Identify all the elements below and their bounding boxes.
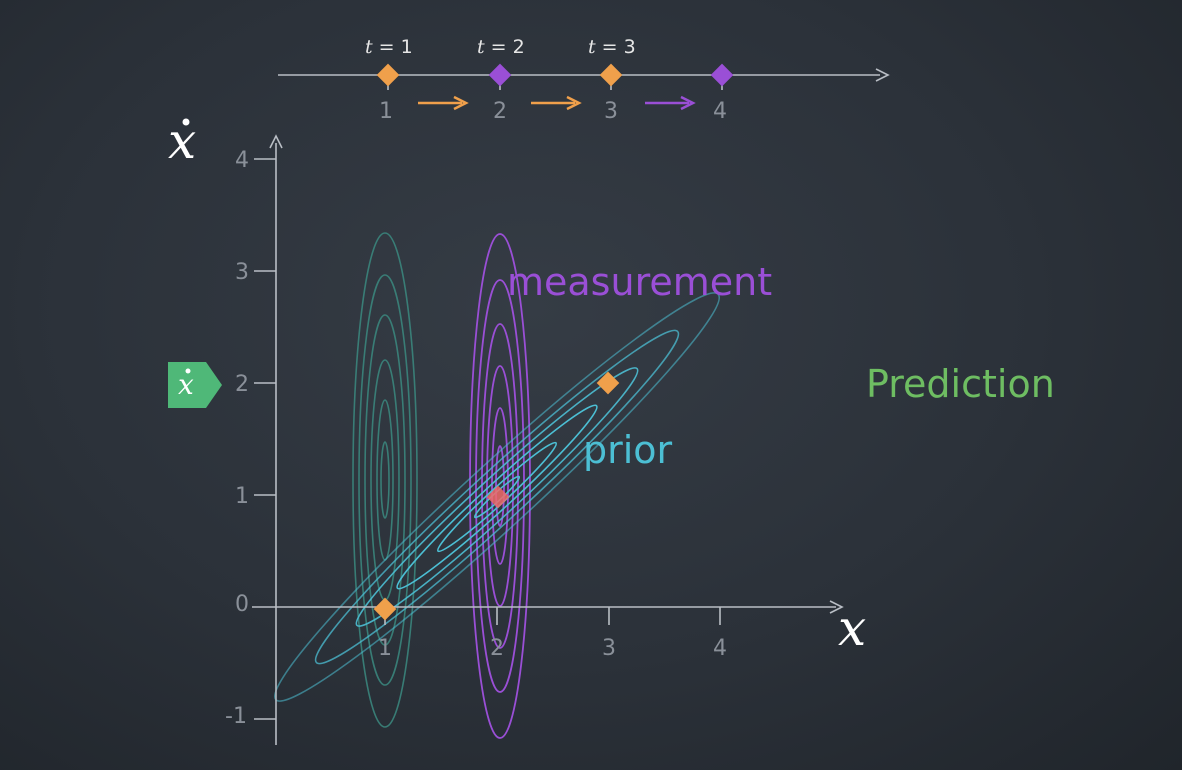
point-t1 [373,597,397,621]
step-arrow-1 [418,95,469,111]
x-axis-symbol: x [838,599,866,657]
time-label-3: t = 3 [588,36,636,58]
time-label-2: t = 2 [477,36,525,58]
y-axis-arrow-head [269,134,283,149]
axes: 4 3 2 1 0 -1 1 2 3 4 x x [168,112,866,745]
measurement-label: measurement [507,260,772,304]
x-tick-label: 2 [490,636,504,661]
timeline-tick-label-3: 3 [604,99,618,124]
timeline-arrow-head [875,68,890,82]
velocity-badge: x [168,362,222,408]
timeline-marker-1 [376,63,400,87]
prediction-label: Prediction [866,362,1055,406]
timeline-marker-3 [599,63,623,87]
y-tick-label: 2 [235,372,249,397]
contour-t1 [352,232,418,728]
point-prediction [596,371,620,395]
step-arrow-2 [531,95,582,111]
timeline-tick-label-2: 2 [493,99,507,124]
y-tick-label: 1 [235,484,249,509]
y-tick-label: 3 [235,260,249,285]
svg-text:x: x [168,112,196,170]
y-axis-symbol: x [168,112,196,170]
point-estimate [486,485,510,509]
timeline-marker-2 [488,63,512,87]
velocity-badge-symbol: x [178,368,194,401]
x-axis-arrow-head [829,600,844,614]
y-tick-label: -1 [225,704,247,729]
timeline-marker-4 [710,63,734,87]
y-tick-label: 0 [235,592,249,617]
time-label-1: t = 1 [365,36,413,58]
y-tick-label: 4 [235,148,249,173]
x-tick-label: 1 [378,636,392,661]
timeline: t = 1 t = 2 t = 3 1 2 3 4 [278,36,890,124]
prior-label: prior [583,428,673,472]
x-tick-label: 3 [602,636,616,661]
step-arrow-3 [645,95,696,111]
x-tick-label: 4 [713,636,727,661]
data-points [373,371,620,621]
timeline-tick-label-1: 1 [379,99,393,124]
timeline-tick-label-4: 4 [713,99,727,124]
